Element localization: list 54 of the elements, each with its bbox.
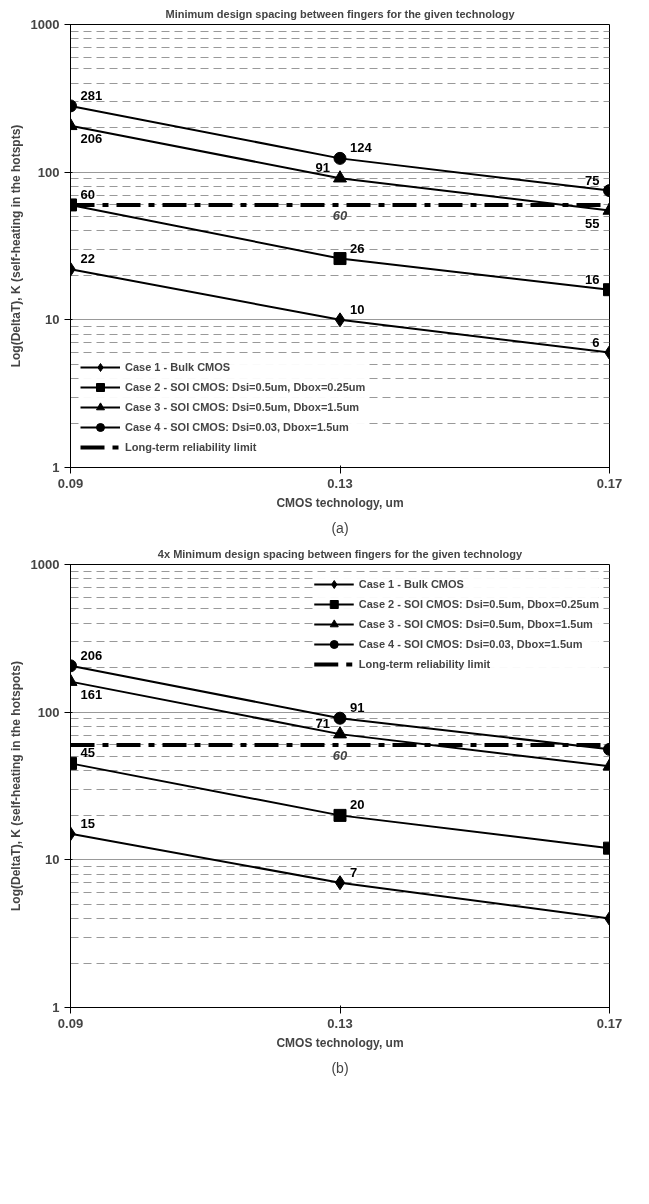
data-label: 7 xyxy=(350,864,358,880)
data-label: 91 xyxy=(315,160,331,176)
y-tick-label: 100 xyxy=(37,164,60,180)
data-label: 22 xyxy=(80,251,95,267)
legend-label: Case 2 - SOI CMOS: Dsi=0.5um, Dbox=0.25um xyxy=(125,380,366,395)
data-label: 15 xyxy=(80,815,95,831)
legend-label: Long-term reliability limit xyxy=(125,440,257,455)
legend-label: Case 4 - SOI CMOS: Dsi=0.03, Dbox=1.5um xyxy=(125,420,349,435)
chart-title: Minimum design spacing between fingers for the given technology xyxy=(165,7,516,20)
data-label: 75 xyxy=(585,172,600,188)
data-label: 161 xyxy=(80,686,103,702)
legend-label: Case 1 - Bulk CMOS xyxy=(358,577,464,592)
y-tick-label: 1000 xyxy=(30,557,60,572)
data-label: 124 xyxy=(350,140,373,156)
data-label: 10 xyxy=(350,301,365,317)
x-tick-label: 0.09 xyxy=(57,475,84,491)
data-label: 91 xyxy=(350,700,365,716)
annotation: 60 xyxy=(332,747,348,763)
legend-label: Case 3 - SOI CMOS: Dsi=0.5um, Dbox=1.5um xyxy=(358,617,593,632)
data-label: 206 xyxy=(80,130,103,146)
data-label: 71 xyxy=(315,716,331,732)
y-axis-title: Log(DeltaT), K (self-heating in the hotspts) xyxy=(8,124,23,368)
data-label: 60 xyxy=(80,186,95,202)
text: (a) xyxy=(331,519,349,536)
data-label: 45 xyxy=(80,745,95,761)
data-label: 26 xyxy=(350,240,365,256)
legend-label: Case 4 - SOI CMOS: Dsi=0.03, Dbox=1.5um xyxy=(358,637,583,652)
annotation: 60 xyxy=(332,207,348,223)
data-label: 20 xyxy=(350,797,365,813)
data-label: 6 xyxy=(592,334,600,350)
y-tick-label: 10 xyxy=(45,312,60,328)
data-label: 55 xyxy=(585,215,600,231)
y-axis-title: Log(DeltaT), K (self-heating in the hotspots) xyxy=(8,661,23,911)
data-label: 16 xyxy=(585,271,600,287)
x-tick-label: 0.13 xyxy=(327,1015,353,1031)
legend-label: Long-term reliability limit xyxy=(358,657,491,672)
data-label: 206 xyxy=(80,647,103,663)
x-tick-label: 0.13 xyxy=(327,475,353,491)
legend-label: Case 1 - Bulk CMOS xyxy=(125,360,231,375)
x-axis-title: CMOS technology, um xyxy=(276,1035,404,1050)
x-tick-label: 0.09 xyxy=(57,1015,84,1031)
legend-label: Case 3 - SOI CMOS: Dsi=0.5um, Dbox=1.5um xyxy=(125,400,360,415)
x-tick-label: 0.17 xyxy=(596,475,623,491)
x-axis-title: CMOS technology, um xyxy=(276,495,404,510)
legend-label: Case 2 - SOI CMOS: Dsi=0.5um, Dbox=0.25um xyxy=(358,597,599,612)
y-tick-label: 100 xyxy=(37,704,60,720)
y-tick-label: 1 xyxy=(52,460,60,475)
y-tick-label: 10 xyxy=(45,852,60,868)
y-tick-label: 1 xyxy=(52,1000,60,1015)
data-label: 281 xyxy=(80,87,103,103)
chart-title: 4x Minimum design spacing between fingers for the given technology xyxy=(157,547,524,560)
x-tick-label: 0.17 xyxy=(596,1015,623,1031)
y-tick-label: 1000 xyxy=(30,17,60,32)
text: (b) xyxy=(331,1059,349,1076)
